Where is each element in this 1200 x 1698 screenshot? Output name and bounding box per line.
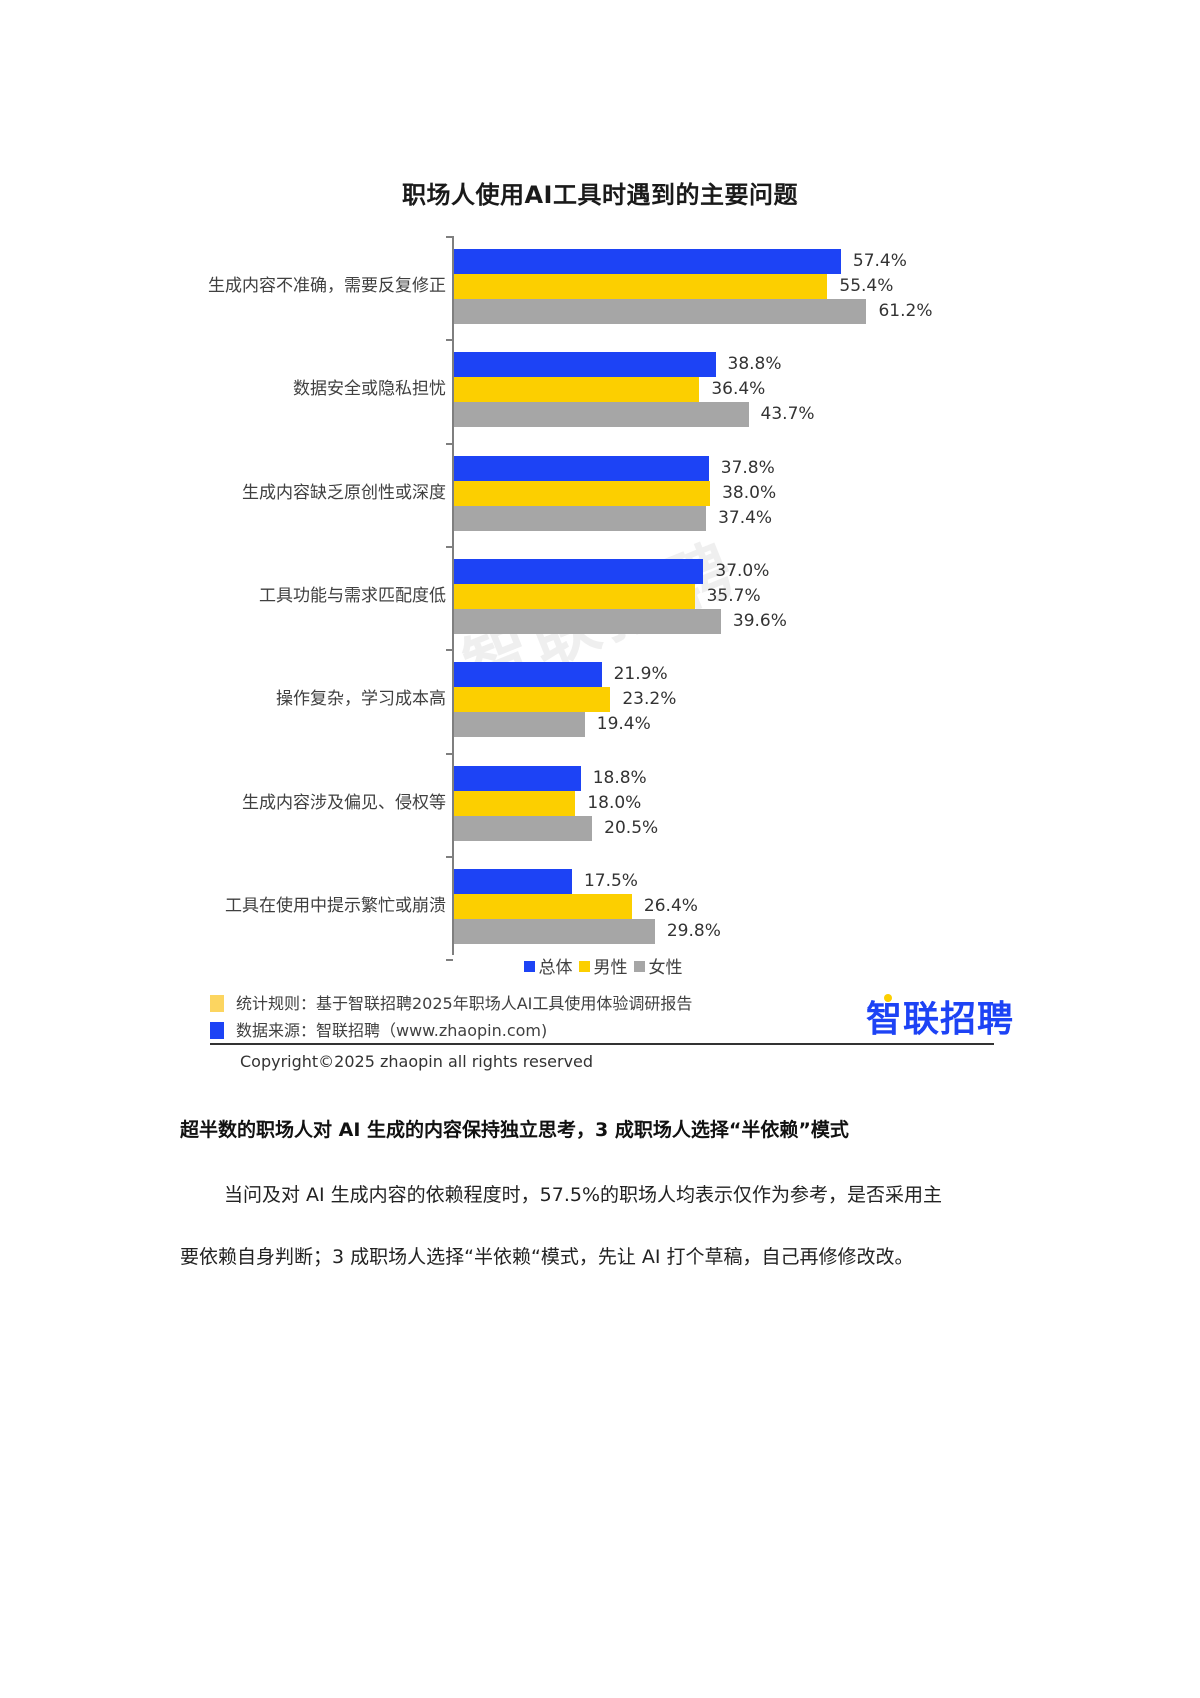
category-label: 生成内容不准确，需要反复修正 <box>208 276 446 296</box>
bar-total <box>454 249 841 274</box>
value-label: 61.2% <box>878 301 933 321</box>
value-label: 37.8% <box>720 457 775 478</box>
value-label: 43.7% <box>760 404 815 425</box>
section-heading: 超半数的职场人对 AI 生成的内容保持独立思考，3 成职场人选择“半依赖”模式 <box>180 1119 849 1141</box>
note-source: 数据来源：智联招聘（www.zhaopin.com) <box>210 1017 547 1041</box>
category-label: 生成内容缺乏原创性或深度 <box>242 482 446 503</box>
axis-tick <box>446 959 453 962</box>
bar-female <box>454 608 721 634</box>
value-label: 37.0% <box>715 560 770 581</box>
value-label: 55.4% <box>839 276 894 296</box>
legend-swatch-icon <box>578 961 590 972</box>
value-label: 37.4% <box>718 507 773 528</box>
bar-total <box>454 558 704 584</box>
bar-female <box>454 815 593 841</box>
bar-total <box>454 662 602 688</box>
category-label: 工具在使用中提示繁忙或崩溃 <box>225 895 446 916</box>
bar-male <box>454 893 632 919</box>
value-label: 36.4% <box>711 379 766 400</box>
value-label: 18.8% <box>592 767 647 788</box>
legend-swatch-icon <box>633 961 645 972</box>
note-rule-text: 统计规则：基于智联招聘2025年职场人AI工具使用体验调研报告 <box>236 994 693 1013</box>
legend-label: 总体 <box>538 958 573 978</box>
note-rule-swatch <box>210 995 224 1012</box>
bar-female <box>454 299 867 324</box>
copyright: Copyright©2025 zhaopin all rights reserv… <box>240 1052 594 1071</box>
bar-male <box>454 377 700 403</box>
category-label: 操作复杂，学习成本高 <box>276 689 446 710</box>
value-label: 38.8% <box>727 354 782 375</box>
brand-logo: 智联招聘 <box>866 990 1014 1042</box>
bar-female <box>454 712 585 738</box>
value-label: 18.0% <box>587 792 642 813</box>
axis-tick <box>446 442 453 445</box>
legend: 总体 男性 女性 <box>0 953 1200 978</box>
axis-tick <box>446 236 453 238</box>
category-label: 工具功能与需求匹配度低 <box>259 585 446 606</box>
axis-tick <box>446 649 453 652</box>
value-label: 38.0% <box>722 482 777 503</box>
bar-female <box>454 505 707 531</box>
bar-total <box>454 352 716 378</box>
bar-total <box>454 455 709 481</box>
brand-logo-text: 智联招聘 <box>866 999 1015 1040</box>
axis-tick <box>446 855 453 858</box>
value-label: 23.2% <box>622 689 677 710</box>
axis-tick <box>446 752 453 755</box>
axis-tick <box>446 545 453 548</box>
value-label: 29.8% <box>666 920 721 941</box>
divider <box>210 1043 994 1045</box>
bar-female <box>454 918 655 944</box>
paragraph-line-2: 要依赖自身判断；3 成职场人选择“半依赖“模式，先让 AI 打个草稿，自己再修修… <box>180 1246 914 1268</box>
axis-tick <box>446 339 453 342</box>
legend-swatch-icon <box>523 961 535 972</box>
brand-logo-dot-icon <box>884 994 892 1002</box>
value-label: 26.4% <box>643 895 698 916</box>
bar-total <box>454 868 572 894</box>
bar-male <box>454 480 711 506</box>
category-label: 数据安全或隐私担忧 <box>293 379 446 400</box>
note-source-swatch <box>210 1022 224 1039</box>
legend-label: 男性 <box>593 958 628 978</box>
y-axis <box>452 236 454 955</box>
value-label: 20.5% <box>604 817 659 838</box>
value-label: 35.7% <box>706 585 761 606</box>
chart-title: 职场人使用AI工具时遇到的主要问题 <box>401 181 798 209</box>
paragraph-line-1: 当问及对 AI 生成内容的依赖程度时，57.5%的职场人均表示仅作为参考，是否采… <box>224 1184 943 1206</box>
note-rule: 统计规则：基于智联招聘2025年职场人AI工具使用体验调研报告 <box>210 990 692 1014</box>
bar-male <box>454 687 611 713</box>
value-label: 57.4% <box>852 251 907 271</box>
category-label: 生成内容涉及偏见、侵权等 <box>242 792 446 813</box>
bar-total <box>454 765 581 791</box>
bar-male <box>454 274 828 299</box>
value-label: 39.6% <box>732 610 787 631</box>
value-label: 17.5% <box>583 870 638 891</box>
bar-male <box>454 583 695 609</box>
value-label: 21.9% <box>613 664 668 685</box>
bar-female <box>454 402 749 428</box>
bar-male <box>454 790 576 816</box>
legend-label: 女性 <box>648 958 683 978</box>
value-label: 19.4% <box>596 714 651 735</box>
note-source-text: 数据来源：智联招聘（www.zhaopin.com) <box>236 1021 548 1040</box>
